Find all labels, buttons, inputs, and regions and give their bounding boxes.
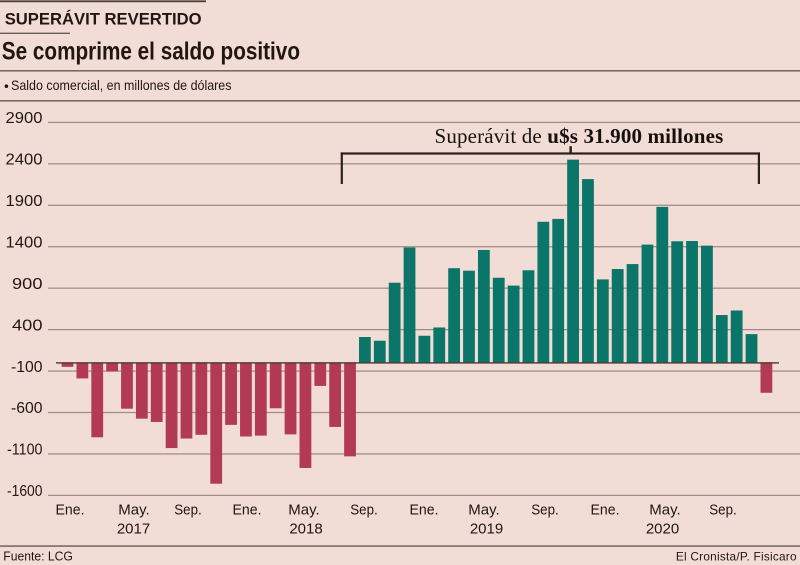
svg-text:1900: 1900	[6, 193, 43, 210]
svg-text:Ene.: Ene.	[56, 501, 85, 518]
svg-text:Ene.: Ene.	[591, 501, 620, 518]
svg-text:2017: 2017	[117, 521, 150, 538]
svg-text:1400: 1400	[6, 234, 43, 251]
svg-text:El Cronista/P. Fisicaro: El Cronista/P. Fisicaro	[676, 550, 797, 564]
svg-text:400: 400	[12, 317, 43, 334]
svg-text:Ene.: Ene.	[233, 501, 262, 518]
svg-text:2018: 2018	[289, 521, 322, 538]
svg-text:Sep.: Sep.	[174, 501, 202, 518]
svg-text:2019: 2019	[470, 521, 503, 538]
svg-text:Saldo comercial, en millones d: Saldo comercial, en millones de dólares	[11, 77, 232, 93]
svg-text:Sep.: Sep.	[350, 501, 378, 518]
svg-text:May.: May.	[649, 501, 680, 518]
svg-text:SUPERÁVIT REVERTIDO: SUPERÁVIT REVERTIDO	[5, 9, 202, 28]
svg-text:-600: -600	[11, 400, 43, 417]
svg-text:2900: 2900	[6, 110, 43, 127]
svg-text:2020: 2020	[646, 521, 679, 538]
svg-text:Superávit de u$s 31.900 millon: Superávit de u$s 31.900 millones	[435, 124, 724, 148]
svg-text:Fuente: LCG: Fuente: LCG	[3, 549, 73, 563]
svg-text:Sep.: Sep.	[531, 501, 559, 518]
svg-text:Se comprime el saldo positivo: Se comprime el saldo positivo	[2, 37, 300, 65]
svg-text:Sep.: Sep.	[709, 501, 737, 518]
svg-text:-100: -100	[11, 359, 43, 376]
svg-text:May.: May.	[468, 501, 499, 518]
svg-text:-1100: -1100	[7, 442, 43, 459]
svg-text:Ene.: Ene.	[410, 501, 439, 518]
svg-text:900: 900	[12, 276, 43, 293]
svg-text:May.: May.	[288, 501, 319, 518]
svg-text:-1600: -1600	[7, 483, 43, 500]
svg-text:May.: May.	[118, 501, 149, 518]
svg-text:2400: 2400	[6, 152, 43, 169]
